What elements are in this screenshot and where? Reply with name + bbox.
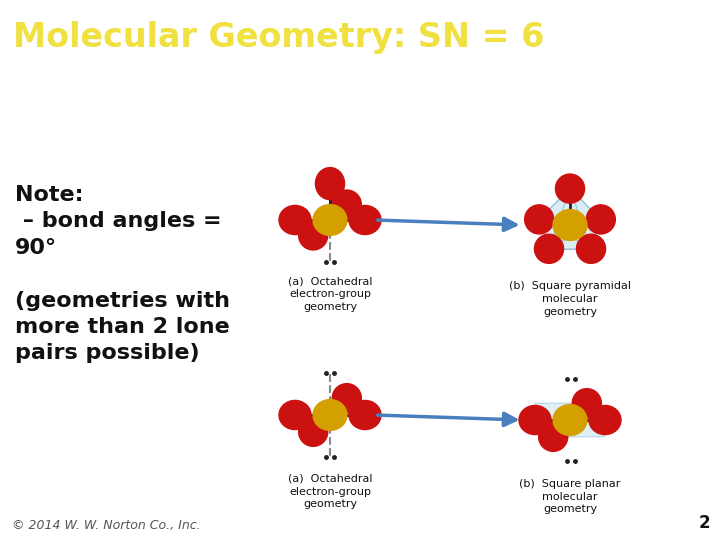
Text: (a)  Octahedral
electron-group
geometry: (a) Octahedral electron-group geometry <box>288 474 372 509</box>
Text: 2: 2 <box>698 514 710 532</box>
Ellipse shape <box>349 205 381 234</box>
Text: (b)  Square planar
molecular
geometry: (b) Square planar molecular geometry <box>519 479 621 515</box>
Text: Molecular Geometry: SN = 6: Molecular Geometry: SN = 6 <box>13 21 544 54</box>
Ellipse shape <box>279 205 311 234</box>
Ellipse shape <box>553 210 587 240</box>
Polygon shape <box>539 188 600 249</box>
Ellipse shape <box>299 221 328 250</box>
Ellipse shape <box>279 401 311 429</box>
Ellipse shape <box>534 234 564 264</box>
Ellipse shape <box>332 383 361 413</box>
Ellipse shape <box>539 422 568 451</box>
Ellipse shape <box>525 205 554 234</box>
Polygon shape <box>535 403 605 437</box>
Text: (a)  Octahedral
electron-group
geometry: (a) Octahedral electron-group geometry <box>288 276 372 312</box>
Ellipse shape <box>577 234 606 264</box>
Ellipse shape <box>519 406 551 435</box>
Ellipse shape <box>299 417 328 447</box>
Text: © 2014 W. W. Norton Co., Inc.: © 2014 W. W. Norton Co., Inc. <box>12 519 201 532</box>
Ellipse shape <box>349 401 381 429</box>
Ellipse shape <box>315 167 345 200</box>
Ellipse shape <box>332 190 361 219</box>
Ellipse shape <box>313 400 347 430</box>
Ellipse shape <box>572 389 601 418</box>
Ellipse shape <box>553 404 587 435</box>
Ellipse shape <box>313 205 347 235</box>
Text: Note:
 – bond angles =
90°

(geometries with
more than 2 lone
pairs possible): Note: – bond angles = 90° (geometries wi… <box>15 185 230 363</box>
Text: (b)  Square pyramidal
molecular
geometry: (b) Square pyramidal molecular geometry <box>509 281 631 316</box>
Ellipse shape <box>589 406 621 435</box>
Ellipse shape <box>586 205 616 234</box>
Ellipse shape <box>555 174 585 203</box>
